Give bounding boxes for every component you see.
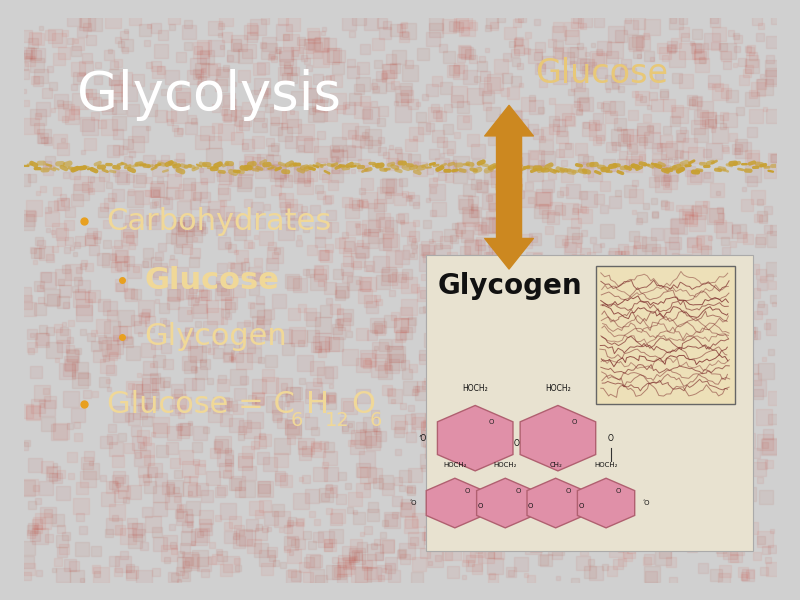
Polygon shape [426, 478, 483, 528]
Text: O: O [465, 488, 470, 494]
Polygon shape [438, 406, 513, 471]
Text: O: O [616, 488, 622, 494]
FancyBboxPatch shape [595, 266, 734, 404]
Text: Carbohydrates: Carbohydrates [106, 206, 332, 236]
Text: ʼO: ʼO [409, 500, 417, 506]
Text: O: O [515, 488, 521, 494]
Text: 6: 6 [370, 410, 382, 430]
Text: O: O [578, 503, 583, 509]
Text: O: O [566, 488, 571, 494]
Text: HOCH₂: HOCH₂ [462, 384, 488, 393]
Text: Glucose: Glucose [144, 266, 279, 295]
Polygon shape [520, 406, 596, 471]
Text: O: O [351, 390, 375, 419]
FancyBboxPatch shape [426, 255, 754, 551]
Text: ʼO: ʼO [643, 500, 650, 506]
Text: Glycolysis: Glycolysis [77, 69, 341, 121]
Text: HOCH₂: HOCH₂ [545, 384, 570, 393]
Text: O: O [514, 439, 519, 448]
Text: O: O [489, 419, 494, 425]
Text: ʼO: ʼO [418, 434, 426, 443]
Text: O: O [528, 503, 533, 509]
Text: HOCH₂: HOCH₂ [443, 462, 466, 468]
Text: HOCH₂: HOCH₂ [494, 462, 517, 468]
Text: Glucose = C: Glucose = C [106, 390, 294, 419]
Text: Glycogen: Glycogen [438, 272, 582, 300]
Text: O: O [572, 419, 577, 425]
Polygon shape [477, 478, 534, 528]
Text: 12: 12 [325, 410, 350, 430]
Text: HOCH₂: HOCH₂ [594, 462, 618, 468]
Text: 6: 6 [291, 410, 303, 430]
FancyArrowPatch shape [485, 184, 534, 269]
Polygon shape [578, 478, 634, 528]
Polygon shape [527, 478, 584, 528]
FancyArrowPatch shape [485, 106, 534, 190]
Text: CH₂: CH₂ [550, 462, 562, 468]
Text: Glycogen: Glycogen [144, 322, 287, 351]
Text: O: O [608, 434, 614, 443]
Text: H: H [306, 390, 329, 419]
Text: Glucose: Glucose [535, 58, 668, 91]
Text: O: O [478, 503, 482, 509]
